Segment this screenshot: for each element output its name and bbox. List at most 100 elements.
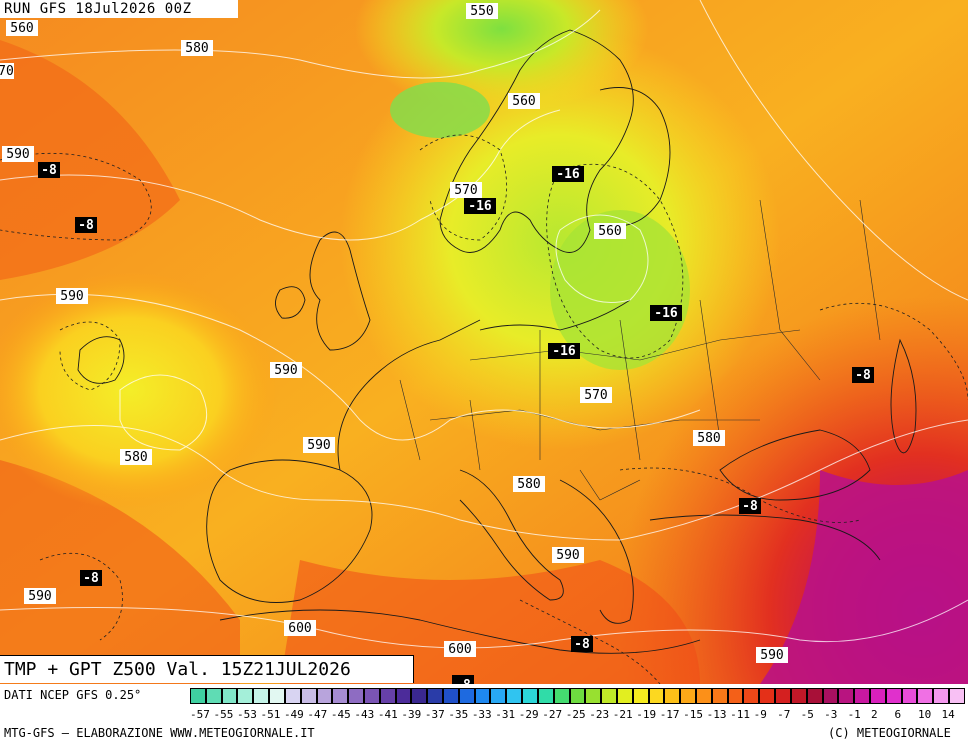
contour-label-text: 590 [28, 589, 51, 604]
contour-labels: 550 560 560 580 590 570 560 590 590 570 … [0, 3, 788, 663]
color-swatch [427, 688, 443, 704]
temp-label-text: -16 [552, 344, 576, 359]
contour-label-text: 560 [598, 224, 621, 239]
color-swatch [885, 688, 902, 704]
contour-label-text: 570 [454, 183, 477, 198]
color-scale-label: -3 [824, 708, 838, 721]
contour-label-text: 560 [10, 21, 33, 36]
color-swatch [284, 688, 301, 704]
temperature-labels: -8 -8 -16 -16 -16 -16 -8 -8 -8 -8 -8 [38, 162, 874, 684]
color-swatch [790, 688, 807, 704]
color-swatch [395, 688, 412, 704]
color-swatch [632, 688, 649, 704]
contour-label: 600 [444, 641, 476, 657]
temp-label: -8 [571, 636, 593, 652]
temp-label-text: -8 [574, 637, 590, 652]
contour-label: 580 [513, 476, 545, 492]
color-swatch [949, 688, 965, 704]
color-swatch [190, 688, 206, 704]
contour-label-text: 550 [470, 4, 493, 19]
color-swatch [648, 688, 665, 704]
contour-label: 590 [552, 547, 584, 563]
color-swatch [522, 688, 538, 704]
color-swatch [759, 688, 776, 704]
color-swatch [332, 688, 349, 704]
cold-area-norway [390, 82, 490, 138]
temp-label: -16 [464, 198, 496, 214]
color-scale-label: 2 [871, 708, 878, 721]
color-scale-label: -11 [730, 708, 751, 721]
contour-label: 580 [693, 430, 725, 446]
credit-label: MTG-GFS — ELABORAZIONE WWW.METEOGIORNALE… [4, 726, 315, 740]
cool-area-atlantic [0, 270, 280, 510]
color-scale [190, 688, 965, 704]
color-scale-label: -13 [706, 708, 727, 721]
color-swatch [664, 688, 681, 704]
color-scale-label: -31 [495, 708, 516, 721]
contour-label: 580 [120, 449, 152, 465]
contour-label-text: 570 [584, 388, 607, 403]
contour-label: 590 [756, 647, 788, 663]
color-swatch [458, 688, 475, 704]
contour-label-text: 590 [274, 363, 297, 378]
contour-label: 590 [56, 288, 88, 304]
contour-label: 570 [580, 387, 612, 403]
color-swatch [253, 688, 270, 704]
color-scale-label: -23 [589, 708, 610, 721]
temp-label: -16 [650, 305, 682, 321]
color-swatch [806, 688, 823, 704]
color-swatch [237, 688, 254, 704]
temp-label-text: -16 [468, 199, 492, 214]
contour-label-text: 590 [60, 289, 83, 304]
color-scale-label: -17 [659, 708, 680, 721]
map-title: TMP + GPT Z500 Val. 15Z21JUL2026 [0, 655, 414, 683]
temp-label: -8 [75, 217, 97, 233]
contour-label: 590 [2, 146, 34, 162]
temp-label-text: -8 [855, 368, 871, 383]
contour-label-text: 590 [556, 548, 579, 563]
color-swatch [443, 688, 459, 704]
color-swatch [743, 688, 760, 704]
temp-label-text: -16 [556, 167, 580, 182]
color-swatch [221, 688, 238, 704]
temp-label: -16 [552, 166, 584, 182]
color-swatch [917, 688, 934, 704]
contour-label: 550 [466, 3, 498, 19]
color-scale-label: -9 [753, 708, 767, 721]
color-scale-label: -7 [777, 708, 791, 721]
color-swatch [869, 688, 886, 704]
color-scale-label: 14 [941, 708, 955, 721]
contour-label-text: 580 [124, 450, 147, 465]
color-swatch [775, 688, 791, 704]
temp-label-text: -8 [41, 163, 57, 178]
color-scale-label: -47 [307, 708, 328, 721]
color-swatch [601, 688, 617, 704]
color-swatch [411, 688, 428, 704]
color-scale-label: -45 [330, 708, 351, 721]
temp-label: -16 [548, 343, 580, 359]
color-scale-label: -27 [542, 708, 563, 721]
color-swatch [506, 688, 523, 704]
color-scale-label: -35 [448, 708, 469, 721]
contour-label: 580 [181, 40, 213, 56]
contour-label: 560 [6, 20, 38, 36]
color-scale-label: -55 [213, 708, 234, 721]
contour-label: 570 [450, 182, 482, 198]
color-swatch [696, 688, 712, 704]
contour-label-text: 580 [697, 431, 720, 446]
temp-label-text: -8 [78, 218, 94, 233]
color-swatch [363, 688, 380, 704]
color-swatch [205, 688, 222, 704]
temp-label-text: -8 [742, 499, 758, 514]
coastlines [77, 29, 917, 654]
color-scale-labels: -57 -55 -53 -51 -49 -47 -45 -43 -41 -39 -37 -35 -33-… [190, 708, 965, 721]
contour-label-text: 580 [185, 41, 208, 56]
temp-label: -8 [452, 675, 474, 684]
color-scale-label: -57 [190, 708, 210, 721]
color-swatch [379, 688, 396, 704]
contour-label: 600 [284, 620, 316, 636]
contour-label-text: 600 [288, 621, 311, 636]
contour-label-text: 560 [512, 94, 535, 109]
color-scale-label: -33 [471, 708, 492, 721]
contour-label-text-cut: 70 [0, 64, 14, 79]
